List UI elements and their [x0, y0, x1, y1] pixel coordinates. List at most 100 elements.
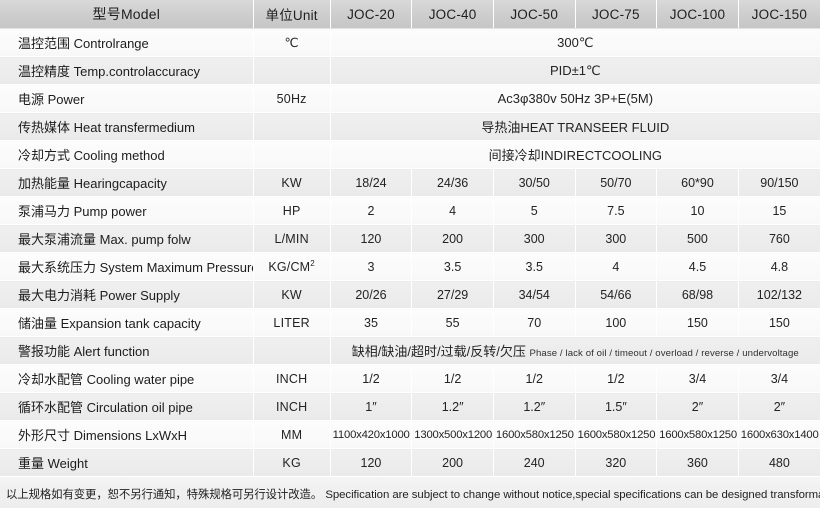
- row-label: 电源 Power: [0, 84, 254, 113]
- table-row: 外形尺寸 Dimensions LxWxH MM 1100x420x1000 1300…: [0, 420, 820, 449]
- table-row: 传热媒体 Heat transfermedium 导热油HEAT TRANSEER…: [0, 112, 820, 141]
- row-value: 200: [411, 448, 494, 477]
- row-unit: 50Hz: [253, 84, 331, 113]
- header-row: 型号Model 单位Unit JOC-20 JOC-40 JOC-50 JOC-…: [0, 0, 820, 29]
- header-unit: 单位Unit: [253, 0, 331, 29]
- row-value: 120: [330, 224, 413, 253]
- row-label: 最大泵浦流量 Max. pump folw: [0, 224, 254, 253]
- table-row: 重量 Weight KG 120 200 240 320 360 480: [0, 448, 820, 477]
- row-label: 储油量 Expansion tank capacity: [0, 308, 254, 337]
- header-model-joc-20: JOC-20: [330, 0, 413, 29]
- merged-value-en: Phase / lack of oil / timeout / overload…: [529, 348, 799, 359]
- row-value: 1/2: [493, 364, 576, 393]
- row-unit: L/MIN: [253, 224, 331, 253]
- row-value: 4.8: [738, 252, 820, 281]
- row-value: 60*90: [656, 168, 739, 197]
- row-merged-value: 缺相/缺油/超时/过载/反转/欠压 Phase / lack of oil / …: [330, 336, 820, 365]
- row-value: 480: [738, 448, 820, 477]
- row-value: 3: [330, 252, 413, 281]
- row-label: 循环水配管 Circulation oil pipe: [0, 392, 254, 421]
- row-value: 1600x630x1400: [738, 420, 820, 449]
- row-value: 200: [411, 224, 494, 253]
- row-value: 18/24: [330, 168, 413, 197]
- row-unit: [253, 336, 331, 365]
- row-value: 320: [575, 448, 658, 477]
- row-value: 2: [330, 196, 413, 225]
- table-row: 加热能量 Hearingcapacity KW 18/24 24/36 30/50 50/…: [0, 168, 820, 197]
- row-label: 外形尺寸 Dimensions LxWxH: [0, 420, 254, 449]
- row-merged-value: 导热油HEAT TRANSEER FLUID: [330, 112, 820, 141]
- row-merged-value: PID±1℃: [330, 56, 820, 85]
- header-model-name: 型号Model: [0, 0, 254, 29]
- row-unit: MM: [253, 420, 331, 449]
- table-row: 冷却水配管 Cooling water pipe INCH 1/2 1/2 1/2 1/2…: [0, 364, 820, 393]
- row-value: 1.5″: [575, 392, 658, 421]
- table-row: 警报功能 Alert function 缺相/缺油/超时/过载/反转/欠压 Pha…: [0, 336, 820, 365]
- row-value: 1″: [330, 392, 413, 421]
- row-label: 冷却方式 Cooling method: [0, 140, 254, 169]
- header-model-joc-50: JOC-50: [493, 0, 576, 29]
- row-value: 68/98: [656, 280, 739, 309]
- row-value: 7.5: [575, 196, 658, 225]
- row-label: 温控精度 Temp.controlaccuracy: [0, 56, 254, 85]
- row-value: 1600x580x1250: [575, 420, 658, 449]
- row-value: 120: [330, 448, 413, 477]
- row-unit: KG: [253, 448, 331, 477]
- row-value: 1100x420x1000: [330, 420, 413, 449]
- row-merged-value: 300℃: [330, 28, 820, 57]
- unit-base: KG/CM: [268, 260, 311, 275]
- row-label: 最大系统压力 System Maximum Pressure: [0, 252, 254, 281]
- merged-value-cn: 缺相/缺油/超时/过载/反转/欠压: [351, 344, 526, 359]
- table-row: 储油量 Expansion tank capacity LITER 35 55 70 10…: [0, 308, 820, 337]
- row-value: 70: [493, 308, 576, 337]
- footnote-cn: 以上规格如有变更，恕不另行通知，特殊规格可另行设计改造。: [6, 489, 323, 501]
- row-value: 90/150: [738, 168, 820, 197]
- row-value: 30/50: [493, 168, 576, 197]
- row-unit: [253, 56, 331, 85]
- row-label: 温控范围 Controlrange: [0, 28, 254, 57]
- header-model-joc-100: JOC-100: [656, 0, 739, 29]
- row-value: 100: [575, 308, 658, 337]
- row-value: 3.5: [411, 252, 494, 281]
- header-model-joc-150: JOC-150: [738, 0, 820, 29]
- row-unit: INCH: [253, 392, 331, 421]
- row-unit: KW: [253, 168, 331, 197]
- row-value: 2″: [738, 392, 820, 421]
- row-value: 15: [738, 196, 820, 225]
- row-unit: KW: [253, 280, 331, 309]
- row-label: 重量 Weight: [0, 448, 254, 477]
- row-value: 4.5: [656, 252, 739, 281]
- row-value: 27/29: [411, 280, 494, 309]
- table-row: 最大系统压力 System Maximum Pressure KG/CM2 3 3.5…: [0, 252, 820, 281]
- table-row: 电源 Power 50Hz Ac3φ380v 50Hz 3P+E(5M): [0, 84, 820, 113]
- footnote: 以上规格如有变更，恕不另行通知，特殊规格可另行设计改造。 Specificati…: [0, 482, 820, 508]
- row-label: 冷却水配管 Cooling water pipe: [0, 364, 254, 393]
- row-value: 35: [330, 308, 413, 337]
- row-value: 500: [656, 224, 739, 253]
- row-value: 300: [575, 224, 658, 253]
- table-row: 温控范围 Controlrange ℃ 300℃: [0, 28, 820, 57]
- row-unit: ℃: [253, 28, 331, 57]
- row-value: 1/2: [330, 364, 413, 393]
- row-label: 加热能量 Hearingcapacity: [0, 168, 254, 197]
- row-label: 传热媒体 Heat transfermedium: [0, 112, 254, 141]
- row-value: 50/70: [575, 168, 658, 197]
- row-merged-value: Ac3φ380v 50Hz 3P+E(5M): [330, 84, 820, 113]
- table-row: 温控精度 Temp.controlaccuracy PID±1℃: [0, 56, 820, 85]
- row-value: 20/26: [330, 280, 413, 309]
- row-value: 150: [656, 308, 739, 337]
- header-model-joc-40: JOC-40: [411, 0, 494, 29]
- row-value: 3/4: [738, 364, 820, 393]
- row-value: 300: [493, 224, 576, 253]
- row-value: 760: [738, 224, 820, 253]
- row-label: 最大电力消耗 Power Supply: [0, 280, 254, 309]
- row-value: 4: [411, 196, 494, 225]
- row-merged-value: 间接冷却INDIRECTCOOLING: [330, 140, 820, 169]
- row-value: 150: [738, 308, 820, 337]
- row-unit: [253, 112, 331, 141]
- row-value: 1.2″: [411, 392, 494, 421]
- row-value: 1300x500x1200: [411, 420, 494, 449]
- row-unit: INCH: [253, 364, 331, 393]
- table-row: 最大泵浦流量 Max. pump folw L/MIN 120 200 300 300 50…: [0, 224, 820, 253]
